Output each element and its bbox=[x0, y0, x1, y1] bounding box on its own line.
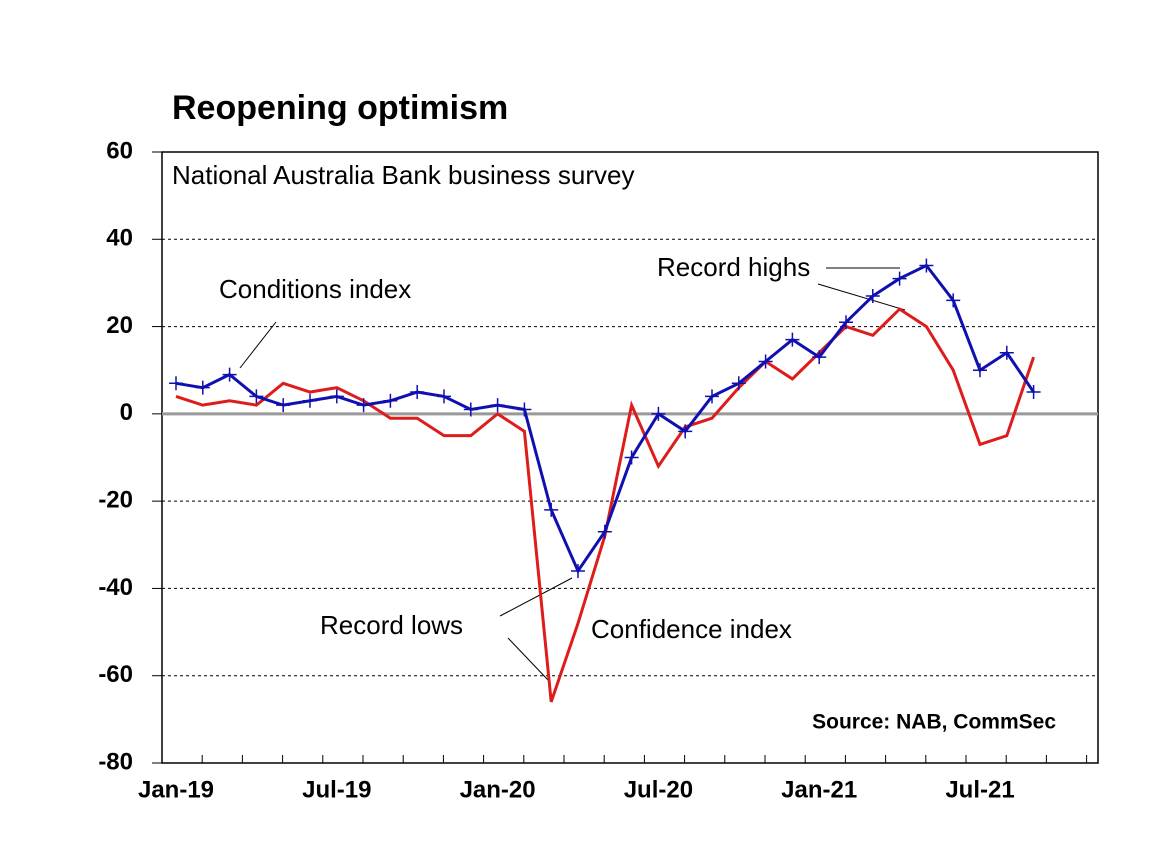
point-marker bbox=[731, 376, 746, 391]
x-tick-label: Jul-20 bbox=[624, 776, 693, 803]
point-marker bbox=[463, 402, 478, 417]
point-marker bbox=[624, 450, 639, 465]
y-tick-label: 60 bbox=[106, 137, 133, 164]
point-marker bbox=[169, 376, 183, 391]
point-marker bbox=[222, 367, 237, 382]
x-tick-label: Jan-20 bbox=[460, 776, 536, 803]
subtitle: National Australia Bank business survey bbox=[172, 160, 634, 190]
point-marker bbox=[383, 393, 398, 408]
annotation: Record highs bbox=[657, 252, 810, 282]
x-tick-label: Jul-19 bbox=[302, 776, 371, 803]
point-marker bbox=[865, 289, 880, 304]
point-marker bbox=[410, 385, 425, 400]
point-marker bbox=[973, 363, 987, 378]
point-marker bbox=[705, 389, 719, 404]
annotation: Confidence index bbox=[591, 614, 792, 644]
y-tick-label: 40 bbox=[106, 225, 133, 252]
point-marker bbox=[812, 350, 827, 365]
y-tick-label: -80 bbox=[98, 748, 133, 775]
point-marker bbox=[329, 389, 344, 404]
point-marker bbox=[356, 398, 371, 413]
point-marker bbox=[919, 258, 934, 273]
point-marker bbox=[946, 293, 961, 308]
annotation: Conditions index bbox=[219, 274, 411, 304]
y-tick-label: 0 bbox=[120, 399, 133, 426]
point-marker bbox=[758, 354, 773, 369]
point-marker bbox=[276, 398, 291, 413]
chart-title: Reopening optimism bbox=[172, 89, 508, 127]
y-tick-label: -40 bbox=[98, 574, 133, 601]
point-marker bbox=[195, 380, 210, 395]
x-tick-label: Jan-21 bbox=[781, 776, 857, 803]
x-tick-label: Jan-19 bbox=[138, 776, 214, 803]
x-tick-label: Jul-21 bbox=[945, 776, 1014, 803]
y-tick-label: 20 bbox=[106, 312, 133, 339]
plot-frame bbox=[161, 151, 1099, 764]
point-marker bbox=[839, 315, 853, 330]
point-marker bbox=[785, 332, 800, 347]
y-tick-label: -20 bbox=[98, 486, 133, 513]
leader-lines bbox=[239, 267, 906, 681]
point-marker bbox=[571, 563, 585, 578]
point-marker bbox=[678, 424, 693, 439]
point-marker bbox=[249, 389, 264, 404]
point-marker bbox=[437, 389, 451, 404]
point-marker bbox=[303, 393, 317, 408]
point-marker bbox=[597, 524, 612, 539]
point-marker bbox=[892, 271, 907, 286]
source: Source: NAB, CommSec bbox=[812, 711, 1056, 734]
point-marker bbox=[544, 502, 559, 517]
y-tick-label: -60 bbox=[98, 661, 133, 688]
point-marker bbox=[490, 398, 505, 413]
point-marker bbox=[999, 345, 1014, 360]
point-marker bbox=[651, 406, 666, 421]
annotation: Record lows bbox=[320, 610, 463, 640]
point-marker bbox=[1026, 385, 1041, 400]
point-marker bbox=[517, 402, 532, 417]
